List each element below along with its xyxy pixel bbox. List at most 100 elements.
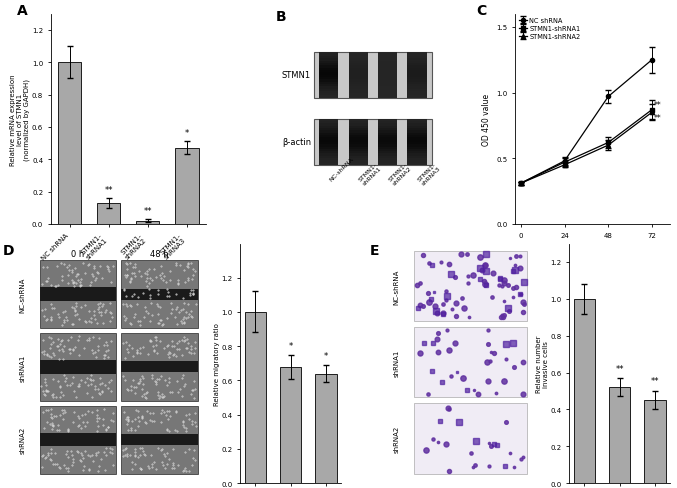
Bar <box>378 73 397 76</box>
Bar <box>319 141 338 142</box>
Bar <box>408 52 427 55</box>
Bar <box>378 94 397 96</box>
Bar <box>349 154 368 157</box>
Bar <box>349 149 368 152</box>
Bar <box>349 124 368 126</box>
Bar <box>408 145 427 147</box>
Bar <box>408 131 427 133</box>
Bar <box>408 161 427 163</box>
Bar <box>319 152 338 154</box>
Bar <box>319 133 338 136</box>
Bar <box>39 360 116 374</box>
Text: A: A <box>17 4 28 18</box>
Bar <box>408 122 427 124</box>
Bar <box>414 251 527 321</box>
Bar <box>319 157 338 159</box>
Bar <box>349 145 368 147</box>
Bar <box>408 57 427 60</box>
Bar <box>349 76 368 78</box>
Bar <box>378 64 397 66</box>
Bar <box>319 76 338 78</box>
Bar <box>408 133 427 136</box>
Bar <box>408 96 427 99</box>
Y-axis label: Relative mRNA expression
level of STMN1
(normalized by GAPDH): Relative mRNA expression level of STMN1 … <box>10 74 30 165</box>
Bar <box>319 161 338 163</box>
Text: *: * <box>288 341 292 350</box>
Bar <box>245 312 266 483</box>
Bar <box>349 64 368 66</box>
Text: shRNA2: shRNA2 <box>393 425 399 452</box>
Bar <box>378 129 397 131</box>
Bar <box>319 122 338 124</box>
Text: B: B <box>276 10 286 24</box>
Bar <box>349 122 368 124</box>
Bar <box>349 136 368 138</box>
Bar <box>319 124 338 126</box>
Bar <box>349 131 368 133</box>
Bar <box>319 78 338 80</box>
Bar <box>349 120 368 122</box>
Bar <box>378 60 397 61</box>
Text: shRNA1: shRNA1 <box>393 349 399 376</box>
Bar <box>378 66 397 69</box>
Bar <box>378 131 397 133</box>
Bar <box>319 147 338 149</box>
Bar <box>408 85 427 87</box>
Bar <box>408 149 427 152</box>
Bar <box>408 124 427 126</box>
Bar <box>349 80 368 82</box>
Bar <box>58 63 81 224</box>
Bar <box>378 126 397 129</box>
Bar <box>378 89 397 92</box>
Bar <box>378 154 397 157</box>
Bar <box>408 60 427 61</box>
Bar <box>319 55 338 57</box>
Bar <box>609 387 630 483</box>
Bar <box>349 60 368 61</box>
Bar <box>319 64 338 66</box>
Bar <box>319 73 338 76</box>
Bar <box>378 163 397 166</box>
Bar <box>408 69 427 71</box>
Bar <box>349 57 368 60</box>
Bar <box>319 96 338 99</box>
Bar <box>319 85 338 87</box>
Text: STMN1-
shRNA2: STMN1- shRNA2 <box>388 161 412 186</box>
Bar <box>349 52 368 55</box>
Bar <box>319 89 338 92</box>
Bar <box>319 66 338 69</box>
Text: *: * <box>324 351 328 360</box>
X-axis label: Time (h): Time (h) <box>577 244 609 253</box>
Bar <box>408 78 427 80</box>
Bar <box>175 149 198 224</box>
Bar <box>408 126 427 129</box>
Text: shRNA2: shRNA2 <box>19 426 25 453</box>
Bar <box>349 78 368 80</box>
Bar <box>349 87 368 89</box>
Bar <box>378 87 397 89</box>
Bar <box>39 288 116 302</box>
Bar <box>349 138 368 141</box>
Bar <box>378 71 397 73</box>
Bar <box>349 61 368 64</box>
Bar <box>121 289 198 300</box>
Bar <box>349 161 368 163</box>
Bar <box>414 404 527 473</box>
Y-axis label: Relative number
invasive cells: Relative number invasive cells <box>536 335 549 392</box>
Bar <box>121 434 198 445</box>
Bar <box>319 154 338 157</box>
Bar <box>319 159 338 161</box>
Bar <box>408 94 427 96</box>
Bar <box>349 71 368 73</box>
Y-axis label: Relative migratory ratio: Relative migratory ratio <box>214 322 220 405</box>
Bar <box>378 145 397 147</box>
Bar <box>121 261 198 328</box>
Bar <box>408 159 427 161</box>
Text: STMN1: STMN1 <box>282 71 311 80</box>
Text: **: ** <box>654 101 661 110</box>
Bar <box>378 69 397 71</box>
FancyBboxPatch shape <box>314 120 432 166</box>
Bar <box>378 120 397 122</box>
Bar <box>349 55 368 57</box>
Text: 48 h: 48 h <box>150 249 169 258</box>
